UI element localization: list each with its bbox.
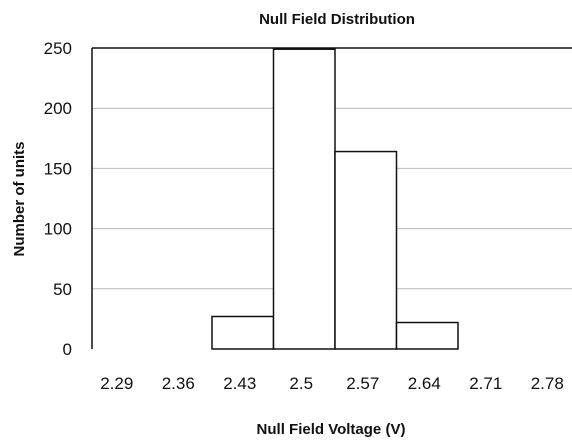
bar-2.64 — [395, 321, 459, 350]
x-tick-label-2.78: 2.78 — [531, 374, 564, 393]
bar-2.5 — [272, 48, 336, 350]
y-tick-label-200: 200 — [44, 99, 72, 118]
x-tick-label-2.36: 2.36 — [162, 374, 195, 393]
x-tick-label-2.5: 2.5 — [289, 374, 313, 393]
chart-title: Null Field Distribution — [259, 11, 415, 28]
x-axis-title: Null Field Voltage (V) — [257, 421, 406, 438]
bar-2.43 — [211, 315, 275, 350]
bars — [211, 48, 459, 350]
y-tick-label-150: 150 — [44, 159, 72, 178]
y-tick-label-50: 50 — [53, 280, 72, 299]
y-tick-label-250: 250 — [44, 39, 72, 58]
x-tick-label-2.64: 2.64 — [408, 374, 441, 393]
y-tick-label-0: 0 — [63, 340, 72, 359]
x-tick-label-2.57: 2.57 — [346, 374, 379, 393]
y-axis-ticks: 0 50 100 150 200 250 — [44, 39, 72, 359]
x-tick-label-2.71: 2.71 — [469, 374, 502, 393]
y-axis-title: Number of units — [11, 142, 28, 257]
y-tick-label-100: 100 — [44, 220, 72, 239]
x-tick-label-2.43: 2.43 — [223, 374, 256, 393]
plot-frame — [91, 47, 572, 349]
x-axis-ticks: 2.29 2.36 2.43 2.5 2.57 2.64 2.71 2.78 — [100, 374, 564, 393]
bar-2.57 — [334, 150, 398, 350]
x-tick-label-2.29: 2.29 — [100, 374, 133, 393]
